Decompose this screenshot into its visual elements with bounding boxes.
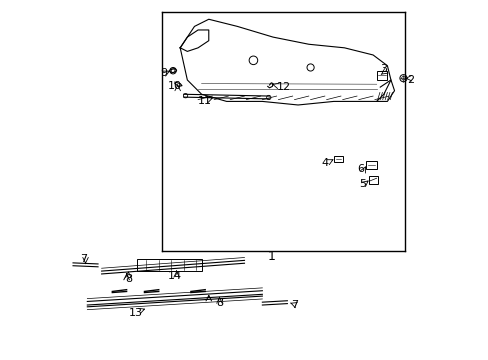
Text: 8: 8 [216,298,223,308]
Text: 8: 8 [124,274,132,284]
Text: 5: 5 [358,179,365,189]
Text: 7: 7 [290,300,298,310]
Text: 2: 2 [406,75,413,85]
Text: 11: 11 [198,96,212,107]
Text: 6: 6 [356,164,364,174]
Text: 10: 10 [167,81,182,91]
Bar [368,176,377,184]
Text: 14: 14 [167,271,182,282]
Bar [365,161,376,169]
Bar [333,156,342,162]
Text: 1: 1 [267,250,275,263]
Bar [137,258,201,271]
Text: 7: 7 [80,254,87,264]
Text: 12: 12 [276,82,290,92]
Text: 4: 4 [321,158,328,168]
Text: 13: 13 [128,308,142,318]
Text: 3: 3 [380,64,386,74]
Bar [376,71,386,80]
Text: 9: 9 [160,68,167,78]
